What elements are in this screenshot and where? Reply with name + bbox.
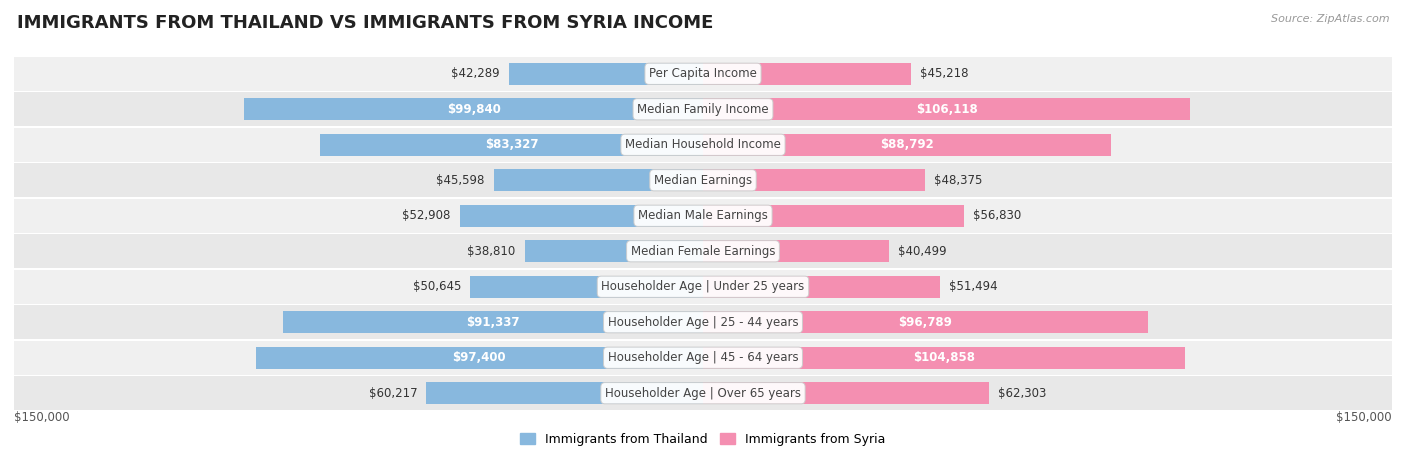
- Text: $106,118: $106,118: [915, 103, 977, 116]
- Bar: [703, 240, 889, 262]
- Bar: [703, 276, 939, 298]
- Text: $42,289: $42,289: [451, 67, 499, 80]
- Bar: [703, 205, 965, 227]
- Text: Median Male Earnings: Median Male Earnings: [638, 209, 768, 222]
- Text: Median Family Income: Median Family Income: [637, 103, 769, 116]
- Bar: [245, 98, 703, 120]
- Text: $51,494: $51,494: [949, 280, 997, 293]
- Text: $45,218: $45,218: [920, 67, 969, 80]
- Text: Householder Age | 25 - 44 years: Householder Age | 25 - 44 years: [607, 316, 799, 329]
- Bar: [460, 205, 703, 227]
- Bar: [703, 382, 990, 404]
- Text: $88,792: $88,792: [880, 138, 934, 151]
- Bar: [14, 199, 1392, 233]
- Bar: [524, 240, 703, 262]
- Text: $56,830: $56,830: [973, 209, 1021, 222]
- Text: IMMIGRANTS FROM THAILAND VS IMMIGRANTS FROM SYRIA INCOME: IMMIGRANTS FROM THAILAND VS IMMIGRANTS F…: [17, 14, 713, 32]
- Bar: [703, 134, 1111, 156]
- Text: $150,000: $150,000: [14, 411, 70, 424]
- Text: $50,645: $50,645: [413, 280, 461, 293]
- Bar: [703, 347, 1185, 369]
- Bar: [14, 57, 1392, 91]
- Bar: [703, 98, 1191, 120]
- Text: Median Earnings: Median Earnings: [654, 174, 752, 187]
- Text: $40,499: $40,499: [898, 245, 946, 258]
- Text: Source: ZipAtlas.com: Source: ZipAtlas.com: [1271, 14, 1389, 24]
- Bar: [703, 169, 925, 191]
- Text: Householder Age | 45 - 64 years: Householder Age | 45 - 64 years: [607, 351, 799, 364]
- Bar: [14, 163, 1392, 197]
- Text: Median Household Income: Median Household Income: [626, 138, 780, 151]
- Text: $99,840: $99,840: [447, 103, 501, 116]
- Text: Per Capita Income: Per Capita Income: [650, 67, 756, 80]
- Bar: [321, 134, 703, 156]
- Text: $48,375: $48,375: [935, 174, 983, 187]
- Bar: [14, 376, 1392, 410]
- Text: $91,337: $91,337: [467, 316, 520, 329]
- Bar: [14, 234, 1392, 268]
- Bar: [284, 311, 703, 333]
- Legend: Immigrants from Thailand, Immigrants from Syria: Immigrants from Thailand, Immigrants fro…: [515, 428, 891, 451]
- Text: $62,303: $62,303: [998, 387, 1046, 400]
- Bar: [509, 63, 703, 85]
- Text: $104,858: $104,858: [912, 351, 974, 364]
- Bar: [471, 276, 703, 298]
- Bar: [14, 341, 1392, 375]
- Bar: [494, 169, 703, 191]
- Text: Median Female Earnings: Median Female Earnings: [631, 245, 775, 258]
- Text: $96,789: $96,789: [898, 316, 952, 329]
- Text: $38,810: $38,810: [467, 245, 516, 258]
- Text: $83,327: $83,327: [485, 138, 538, 151]
- Text: Householder Age | Under 25 years: Householder Age | Under 25 years: [602, 280, 804, 293]
- Text: Householder Age | Over 65 years: Householder Age | Over 65 years: [605, 387, 801, 400]
- Text: $60,217: $60,217: [368, 387, 418, 400]
- Text: $97,400: $97,400: [453, 351, 506, 364]
- Text: $52,908: $52,908: [402, 209, 451, 222]
- Bar: [14, 305, 1392, 339]
- Bar: [703, 63, 911, 85]
- Bar: [14, 128, 1392, 162]
- Bar: [426, 382, 703, 404]
- Text: $150,000: $150,000: [1336, 411, 1392, 424]
- Text: $45,598: $45,598: [436, 174, 485, 187]
- Bar: [14, 270, 1392, 304]
- Bar: [703, 311, 1147, 333]
- Bar: [256, 347, 703, 369]
- Bar: [14, 92, 1392, 126]
